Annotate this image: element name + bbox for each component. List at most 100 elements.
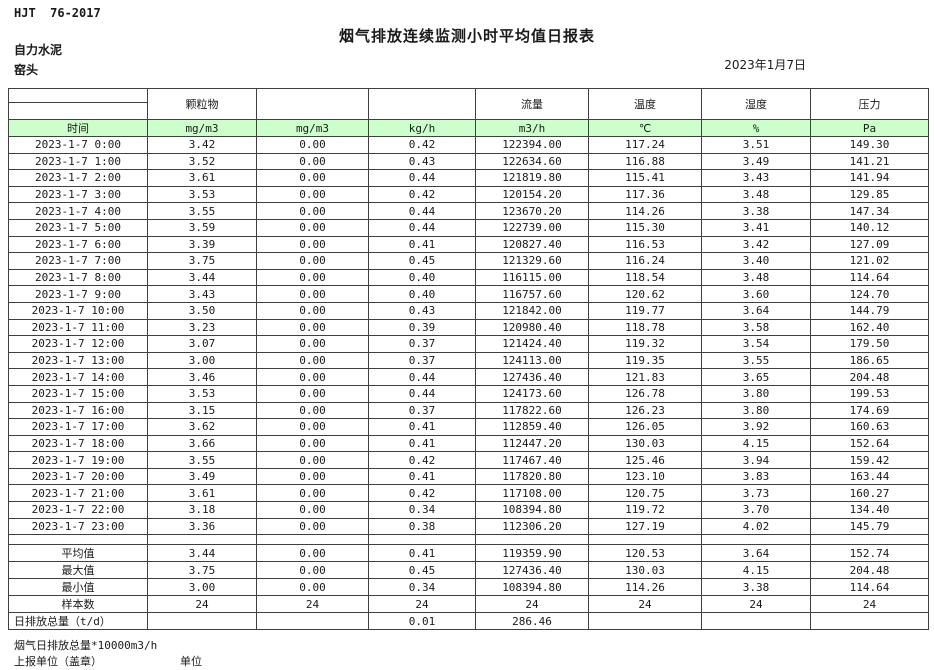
value-cell: 162.40 — [810, 318, 929, 337]
time-cell: 2023-1-7 17:00 — [8, 418, 148, 436]
value-cell: 0.44 — [368, 368, 476, 386]
time-cell: 2023-1-7 5:00 — [8, 218, 148, 237]
unit-header-cell: kg/h — [368, 119, 476, 137]
value-cell: 130.03 — [588, 561, 702, 580]
value-cell: 0.41 — [368, 434, 476, 453]
value-cell: 116.88 — [588, 152, 702, 171]
reporting-unit-label: 上报单位（盖章） — [14, 655, 102, 668]
value-cell: 4.02 — [701, 517, 811, 536]
value-cell: 3.42 — [701, 235, 811, 254]
value-cell: 127436.40 — [475, 561, 589, 580]
value-cell: 0.00 — [256, 152, 369, 171]
value-cell — [588, 534, 702, 546]
value-cell: 119.72 — [588, 501, 702, 519]
value-cell: 3.53 — [147, 185, 257, 204]
time-cell: 2023-1-7 11:00 — [8, 318, 148, 337]
value-cell — [701, 534, 811, 546]
value-cell: 123.10 — [588, 467, 702, 486]
summary-label: 样本数 — [8, 595, 148, 614]
value-cell: 120.62 — [588, 285, 702, 303]
group-header-blank-1 — [256, 88, 369, 120]
value-cell: 3.00 — [147, 578, 257, 597]
value-cell: 0.00 — [256, 169, 369, 187]
value-cell: 119.77 — [588, 301, 702, 320]
value-cell: 4.15 — [701, 434, 811, 453]
value-cell: 129.85 — [810, 185, 929, 204]
value-cell: 24 — [368, 595, 476, 614]
value-cell: 117820.80 — [475, 467, 589, 486]
value-cell: 179.50 — [810, 335, 929, 353]
value-cell: 286.46 — [475, 612, 589, 631]
value-cell: 149.30 — [810, 136, 929, 154]
summary-label: 最小值 — [8, 578, 148, 597]
value-cell: 114.26 — [588, 202, 702, 220]
value-cell: 0.00 — [256, 202, 369, 220]
value-cell: 0.01 — [368, 612, 476, 631]
table-body: 2023-1-7 0:00 3.42 0.00 0.42 122394.00 117.24… — [8, 136, 929, 631]
value-cell: 152.64 — [810, 434, 929, 453]
group-header-blank-2 — [368, 88, 476, 120]
value-cell: 130.03 — [588, 434, 702, 453]
value-cell: 127436.40 — [475, 368, 589, 386]
value-cell: 120827.40 — [475, 235, 589, 254]
value-cell: 122739.00 — [475, 218, 589, 237]
value-cell: 0.00 — [256, 544, 369, 563]
value-cell — [256, 612, 369, 631]
value-cell: 3.23 — [147, 318, 257, 337]
value-cell: 3.52 — [147, 152, 257, 171]
value-cell: 126.78 — [588, 384, 702, 403]
value-cell: 0.00 — [256, 318, 369, 337]
time-cell: 2023-1-7 10:00 — [8, 301, 148, 320]
time-cell: 2023-1-7 12:00 — [8, 335, 148, 353]
value-cell: 160.63 — [810, 418, 929, 436]
unit-header-row: 时间 mg/m3 mg/m3 kg/h m3/h ℃ % Pa — [8, 119, 929, 137]
value-cell: 3.50 — [147, 301, 257, 320]
value-cell — [810, 612, 929, 631]
value-cell: 199.53 — [810, 384, 929, 403]
value-cell: 160.27 — [810, 484, 929, 503]
value-cell: 115.30 — [588, 218, 702, 237]
value-cell: 3.40 — [701, 252, 811, 270]
value-cell: 119.32 — [588, 335, 702, 353]
value-cell: 3.41 — [701, 218, 811, 237]
value-cell: 0.38 — [368, 517, 476, 536]
value-cell: 3.66 — [147, 434, 257, 453]
unit-label: 单位 — [180, 655, 202, 668]
report-table: 颗粒物 流量 温度 湿度 压力 时间 mg/m3 mg/m3 kg/h m3/h… — [8, 88, 929, 631]
value-cell: 0.41 — [368, 467, 476, 486]
value-cell: 118.78 — [588, 318, 702, 337]
value-cell: 0.41 — [368, 418, 476, 436]
value-cell: 114.64 — [810, 578, 929, 597]
value-cell: 163.44 — [810, 467, 929, 486]
value-cell: 0.37 — [368, 351, 476, 370]
value-cell: 4.15 — [701, 561, 811, 580]
value-cell: 0.44 — [368, 218, 476, 237]
value-cell — [368, 534, 476, 546]
spacer-cell — [8, 534, 148, 546]
value-cell: 3.44 — [147, 268, 257, 287]
value-cell: 114.26 — [588, 578, 702, 597]
time-cell: 2023-1-7 16:00 — [8, 401, 148, 420]
time-cell: 2023-1-7 22:00 — [8, 501, 148, 519]
value-cell: 117.36 — [588, 185, 702, 204]
value-cell: 3.83 — [701, 467, 811, 486]
time-cell: 2023-1-7 20:00 — [8, 467, 148, 486]
value-cell — [588, 612, 702, 631]
value-cell: 0.37 — [368, 401, 476, 420]
value-cell: 0.00 — [256, 235, 369, 254]
value-cell: 0.00 — [256, 418, 369, 436]
value-cell: 24 — [475, 595, 589, 614]
value-cell: 3.61 — [147, 484, 257, 503]
value-cell — [810, 534, 929, 546]
value-cell: 140.12 — [810, 218, 929, 237]
value-cell: 3.39 — [147, 235, 257, 254]
value-cell: 121424.40 — [475, 335, 589, 353]
value-cell: 120.75 — [588, 484, 702, 503]
value-cell: 122634.60 — [475, 152, 589, 171]
value-cell: 24 — [147, 595, 257, 614]
value-cell: 3.38 — [701, 202, 811, 220]
value-cell: 117822.60 — [475, 401, 589, 420]
value-cell: 144.79 — [810, 301, 929, 320]
value-cell: 3.55 — [701, 351, 811, 370]
